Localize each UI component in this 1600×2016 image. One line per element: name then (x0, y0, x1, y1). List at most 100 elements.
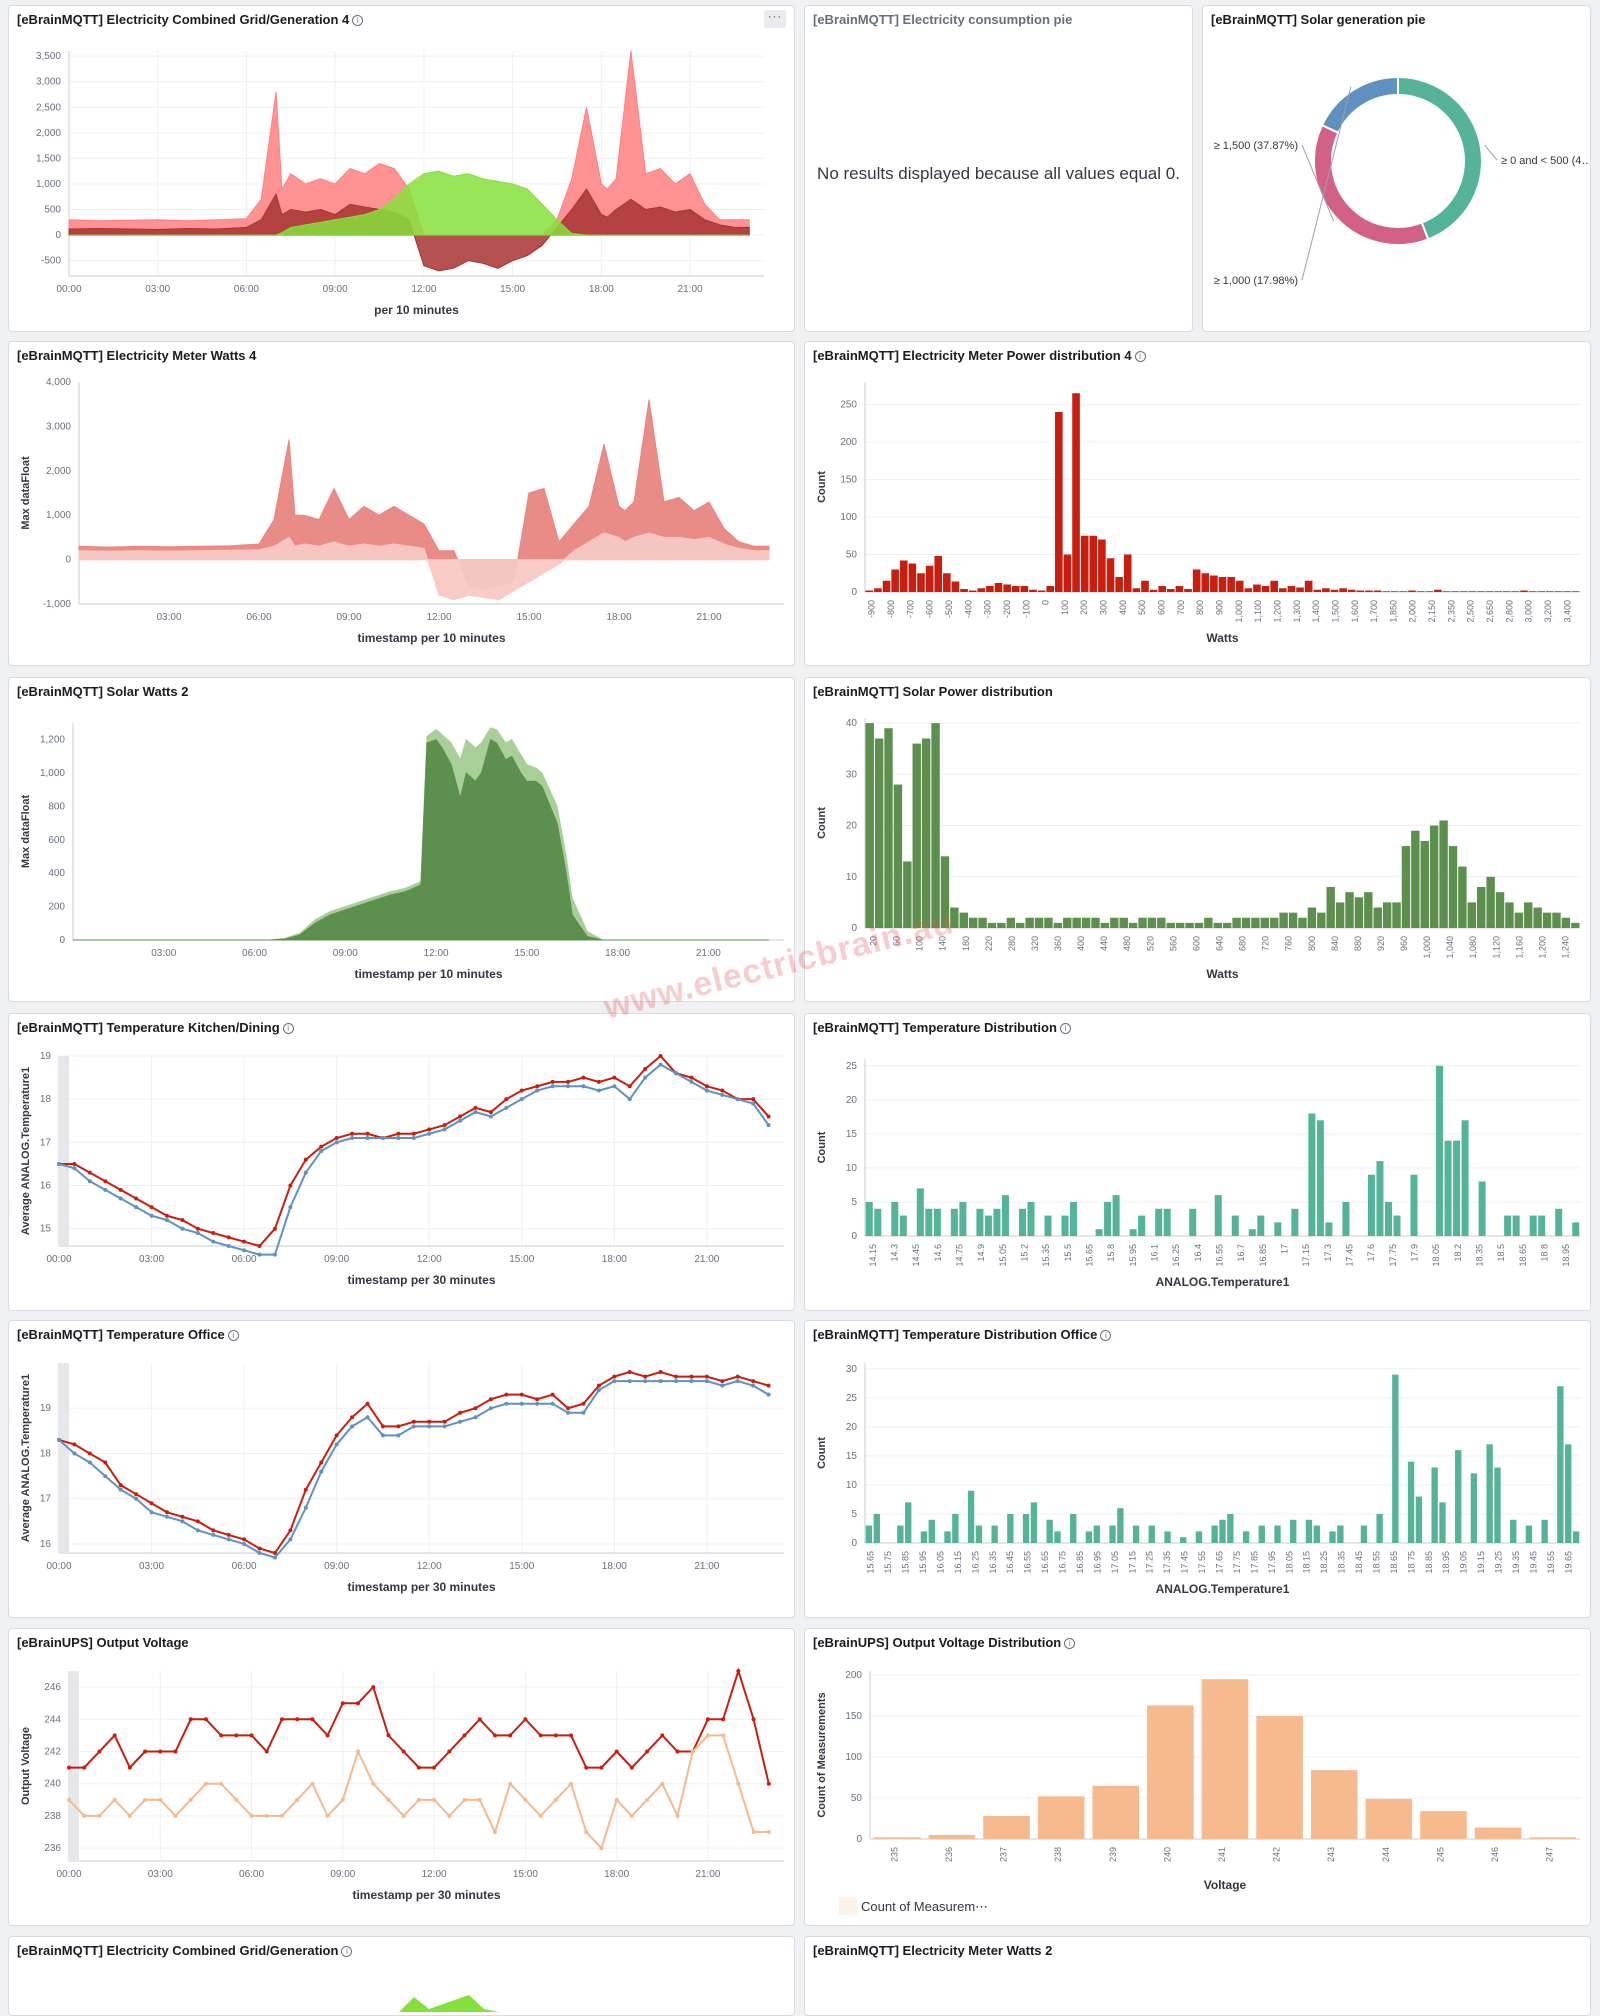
data-point (751, 1101, 756, 1106)
info-icon[interactable]: i (1134, 351, 1146, 362)
x-tick-label: 14.75 (955, 1244, 965, 1267)
x-tick-label: 18:00 (602, 1254, 627, 1265)
panel-combined-grid-generation-4[interactable]: [eBrainMQTT] Electricity Combined Grid/G… (8, 5, 795, 332)
x-tick-label: 600 (1191, 936, 1201, 951)
y-tick-label: 3,500 (36, 51, 61, 62)
data-point (195, 1231, 200, 1236)
bar (1470, 1473, 1478, 1543)
x-tick-label: 09:00 (323, 284, 348, 295)
info-icon[interactable]: i (227, 1330, 239, 1341)
data-point (477, 1797, 482, 1802)
bar (899, 1215, 907, 1236)
data-point (569, 1781, 574, 1786)
data-point (658, 1054, 663, 1058)
panel-temperature-distribution-office[interactable]: [eBrainMQTT] Temperature Distribution Of… (804, 1320, 1591, 1618)
panel-meter-watts-4[interactable]: [eBrainMQTT] Electricity Meter Watts 4 4… (8, 341, 795, 666)
x-tick-label: 17.05 (1110, 1551, 1120, 1574)
x-tick-label: -800 (886, 600, 896, 618)
data-point (164, 1213, 169, 1218)
info-icon[interactable]: i (282, 1023, 294, 1034)
x-tick-label: 18.45 (1354, 1551, 1364, 1574)
panel-title: [eBrainMQTT] Temperature Kitchen/Dining i (17, 1020, 294, 1035)
panel-meter-watts-2[interactable]: [eBrainMQTT] Electricity Meter Watts 2 (804, 1936, 1591, 2016)
x-tick-label: 14.6 (933, 1244, 943, 1262)
y-tick-label: 0 (55, 230, 61, 241)
data-point (735, 1097, 740, 1102)
data-point (596, 1088, 601, 1093)
x-tick-label: 06:00 (232, 1561, 257, 1572)
x-tick-label: 1,300 (1292, 600, 1302, 623)
x-tick-label: 15:00 (509, 1254, 534, 1265)
x-tick-label: 12:00 (411, 284, 436, 295)
bar (1201, 1679, 1249, 1839)
data-point (599, 1765, 604, 1770)
data-point (473, 1110, 478, 1115)
pie-callout-line (1484, 144, 1498, 161)
panel-temperature-office[interactable]: [eBrainMQTT] Temperature Office i 19 18 17 1… (8, 1320, 795, 1618)
data-point (488, 1406, 493, 1411)
data-point (67, 1797, 71, 1802)
bar (1274, 1222, 1282, 1236)
temperature-kitchen-chart: 19 18 17 16 15 00:00 03:00 06:00 09:00 12:00 15:00… (20, 1051, 784, 1287)
data-point (158, 1797, 163, 1802)
y-tick-label: 30 (846, 769, 858, 780)
panel-temperature-distribution[interactable]: [eBrainMQTT] Temperature Distribution i 2… (804, 1013, 1591, 1311)
x-tick-label: 15.95 (918, 1551, 928, 1574)
panel-options-button[interactable]: ··· (764, 10, 786, 28)
x-tick-label: 19.35 (1511, 1551, 1521, 1574)
bar (884, 728, 893, 928)
bar (977, 588, 986, 592)
info-icon[interactable]: i (1064, 1638, 1076, 1649)
info-icon[interactable]: i (1059, 1023, 1071, 1034)
info-icon[interactable]: i (341, 1946, 353, 1957)
panel-ups-output-voltage-distribution[interactable]: [eBrainUPS] Output Voltage Distribution i… (804, 1628, 1591, 1926)
bar (960, 589, 968, 592)
bar (1453, 1140, 1461, 1236)
bar (1390, 591, 1399, 592)
data-point (477, 1717, 482, 1722)
x-axis-label: timestamp per 30 minutes (347, 1580, 495, 1594)
data-point (295, 1797, 300, 1802)
panel-solar-power-distribution[interactable]: [eBrainMQTT] Solar Power distribution 40… (804, 677, 1591, 1002)
x-tick-label: 06:00 (246, 612, 271, 623)
y-tick-label: 236 (44, 1843, 61, 1854)
x-tick-label: 06:00 (232, 1254, 257, 1265)
panel-combined-grid-generation[interactable]: [eBrainMQTT] Electricity Combined Grid/G… (8, 1936, 795, 2016)
x-tick-label: 720 (1261, 936, 1271, 951)
y-tick-label: 150 (840, 475, 857, 486)
panel-meter-power-distribution-4[interactable]: [eBrainMQTT] Electricity Meter Power dis… (804, 341, 1591, 666)
x-tick-label: 00:00 (46, 1254, 71, 1265)
data-point (581, 1401, 586, 1406)
legend-item[interactable]: Count of Measurem⋯ (839, 1897, 988, 1915)
info-icon[interactable]: i (352, 15, 364, 26)
data-point (519, 1088, 524, 1093)
bar (1211, 1525, 1218, 1543)
area-preview (399, 1995, 499, 2012)
info-icon[interactable]: i (1100, 1330, 1112, 1341)
data-point (519, 1401, 524, 1406)
bar (993, 1208, 1001, 1236)
panel-consumption-pie[interactable]: [eBrainMQTT] Electricity consumption pie… (804, 5, 1193, 332)
x-tick-label: 19.45 (1528, 1551, 1538, 1574)
bar (1537, 591, 1546, 592)
panel-temperature-kitchen[interactable]: [eBrainMQTT] Temperature Kitchen/Dining i… (8, 1013, 795, 1311)
panel-ups-output-voltage[interactable]: [eBrainUPS] Output Voltage 246 244 242 240 2… (8, 1628, 795, 1926)
data-point (219, 1733, 224, 1738)
panel-title-text: [eBrainMQTT] Electricity Combined Grid/G… (17, 1943, 339, 1958)
data-point (416, 1765, 421, 1770)
x-tick-label: 17.45 (1180, 1551, 1190, 1574)
x-tick-label: 2,350 (1446, 600, 1456, 623)
data-point (365, 1401, 370, 1406)
panel-solar-watts-2[interactable]: [eBrainMQTT] Solar Watts 2 1,200 1,000 800… (8, 677, 795, 1002)
x-tick-label: 17.25 (1145, 1551, 1155, 1574)
x-tick-label: 18.65 (1389, 1551, 1399, 1574)
data-point (303, 1157, 308, 1162)
bar (928, 1834, 976, 1839)
panel-solar-generation-pie[interactable]: [eBrainMQTT] Solar generation pie ≥ 0 an… (1202, 5, 1591, 332)
bar (1565, 1444, 1572, 1543)
data-point (242, 1541, 247, 1546)
x-tick-label: 1,080 (1468, 936, 1478, 959)
x-tick-label: -100 (1021, 600, 1031, 618)
x-axis-label: Watts (1206, 967, 1239, 981)
